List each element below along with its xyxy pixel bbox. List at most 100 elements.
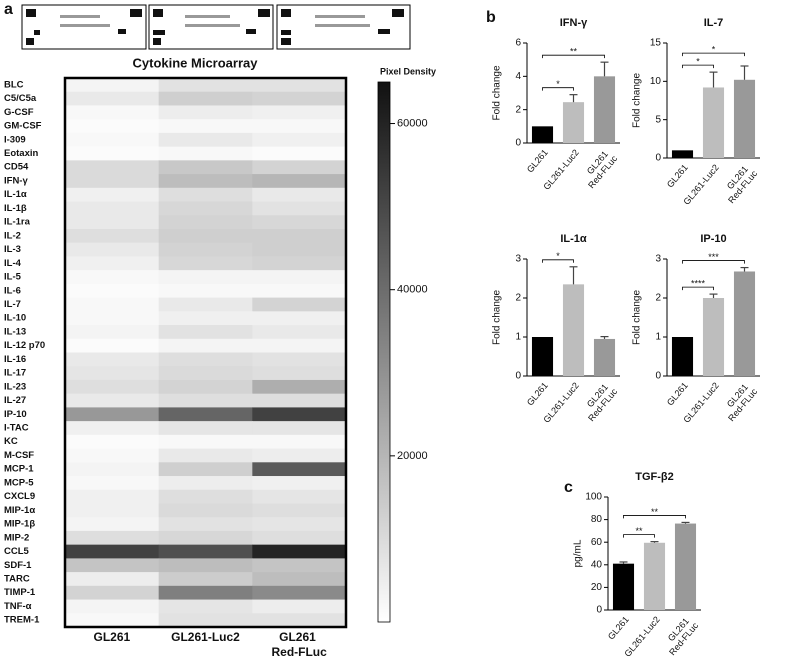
row-label: I-309 bbox=[4, 134, 26, 145]
heatmap-cell bbox=[158, 489, 253, 504]
row-label: MCP-1 bbox=[4, 464, 34, 475]
heatmap-cell bbox=[158, 572, 253, 587]
x-tick-label: GL261 Red-FLuc bbox=[660, 614, 701, 658]
heatmap-cell bbox=[65, 544, 160, 559]
array-blots bbox=[21, 4, 411, 50]
heatmap-cell bbox=[158, 105, 253, 120]
panel-label: a bbox=[4, 1, 13, 18]
heatmap-cell bbox=[252, 558, 347, 573]
heatmap-cell bbox=[252, 572, 347, 587]
row-label: IL-16 bbox=[4, 354, 26, 365]
heatmap-cell bbox=[252, 201, 347, 216]
bar bbox=[531, 337, 554, 376]
bar bbox=[702, 298, 725, 376]
heatmap-cell bbox=[252, 448, 347, 463]
significance-bracket bbox=[542, 87, 574, 91]
chart-title: Cytokine Microarray bbox=[133, 55, 259, 70]
bar bbox=[562, 284, 585, 376]
heatmap-cell bbox=[65, 462, 160, 477]
heatmap-cell bbox=[252, 530, 347, 546]
column-label: GL261 bbox=[93, 630, 130, 644]
heatmap-cell bbox=[158, 325, 253, 340]
heatmap-cell bbox=[252, 242, 347, 257]
row-label: IL-1β bbox=[4, 203, 27, 214]
row-label: TIMP-1 bbox=[4, 587, 36, 598]
y-tick-label: 2 bbox=[515, 293, 521, 304]
heatmap-cell bbox=[65, 585, 160, 601]
significance-label: * bbox=[712, 45, 716, 55]
blot-spots bbox=[26, 9, 404, 45]
significance-bracket bbox=[623, 515, 686, 519]
heatmap-cell bbox=[252, 585, 347, 601]
heatmap-cell bbox=[65, 297, 160, 312]
colorbar-tick-label: 60000 bbox=[397, 117, 428, 129]
row-label: G-CSF bbox=[4, 107, 34, 118]
column-label: GL261-Luc2 bbox=[171, 630, 240, 644]
heatmap-cell bbox=[158, 476, 253, 491]
blot-spots-faint bbox=[60, 15, 370, 27]
y-tick-label: 60 bbox=[591, 537, 603, 548]
heatmap-cell bbox=[65, 599, 160, 614]
colorbar bbox=[377, 81, 391, 623]
heatmap-cell bbox=[65, 242, 160, 257]
heatmap-cell bbox=[65, 146, 160, 161]
heatmap-cell bbox=[65, 91, 160, 106]
row-label: Eotaxin bbox=[4, 148, 39, 159]
y-tick-label: 1 bbox=[515, 332, 521, 343]
row-label: IL-1ra bbox=[4, 217, 31, 228]
heatmap-cell bbox=[252, 476, 347, 491]
heatmap-cell bbox=[252, 78, 347, 93]
y-axis-label: Fold change bbox=[492, 65, 503, 120]
row-label: IL-17 bbox=[4, 368, 26, 379]
heatmap-cell bbox=[158, 352, 253, 367]
row-label: IL-5 bbox=[4, 272, 22, 283]
heatmap-cell bbox=[252, 270, 347, 285]
heatmap-cell bbox=[65, 215, 160, 230]
heatmap-cell bbox=[252, 434, 347, 450]
x-tick-label: GL261 Red-FLuc bbox=[579, 380, 620, 424]
row-label: KC bbox=[4, 436, 18, 447]
heatmap-cell bbox=[252, 338, 347, 353]
bar bbox=[643, 542, 666, 610]
heatmap-cell bbox=[252, 366, 347, 381]
heatmap-cell bbox=[158, 599, 253, 614]
bar bbox=[702, 87, 725, 158]
y-tick-label: 3 bbox=[515, 254, 521, 265]
row-label: IL-13 bbox=[4, 326, 26, 337]
heatmap-cell bbox=[158, 78, 253, 93]
heatmap-cell bbox=[65, 105, 160, 120]
heatmap-cell bbox=[158, 421, 253, 436]
heatmap-cell bbox=[252, 119, 347, 134]
heatmap-cell bbox=[252, 297, 347, 312]
row-label: MIP-1β bbox=[4, 519, 35, 530]
row-label: IFN-γ bbox=[4, 175, 28, 186]
heatmap-cell bbox=[158, 517, 253, 532]
heatmap-cell bbox=[65, 174, 160, 189]
significance-bracket bbox=[623, 534, 655, 538]
bar bbox=[593, 338, 616, 376]
row-label: SDF-1 bbox=[4, 560, 32, 571]
y-tick-label: 10 bbox=[650, 76, 662, 87]
heatmap-cell bbox=[65, 434, 160, 450]
significance-bracket bbox=[682, 64, 714, 69]
row-label: MIP-1α bbox=[4, 505, 35, 516]
heatmap-cell bbox=[252, 462, 347, 477]
significance-bracket bbox=[682, 260, 745, 264]
heatmap-cell bbox=[65, 256, 160, 271]
heatmap-cell bbox=[65, 379, 160, 395]
panel-label: b bbox=[486, 9, 496, 26]
significance-label: ** bbox=[651, 507, 659, 517]
heatmap-cell bbox=[158, 379, 253, 395]
y-tick-label: 2 bbox=[515, 104, 521, 115]
significance-bracket bbox=[682, 52, 745, 57]
heatmap-cell bbox=[158, 585, 253, 601]
significance-label: * bbox=[556, 79, 560, 89]
heatmap-cell bbox=[158, 160, 253, 175]
bar bbox=[612, 563, 635, 610]
heatmap-cell bbox=[252, 187, 347, 203]
heatmap-cell bbox=[252, 503, 347, 518]
y-tick-label: 5 bbox=[655, 114, 661, 125]
significance-bracket bbox=[542, 259, 574, 263]
y-tick-label: 0 bbox=[515, 371, 521, 382]
